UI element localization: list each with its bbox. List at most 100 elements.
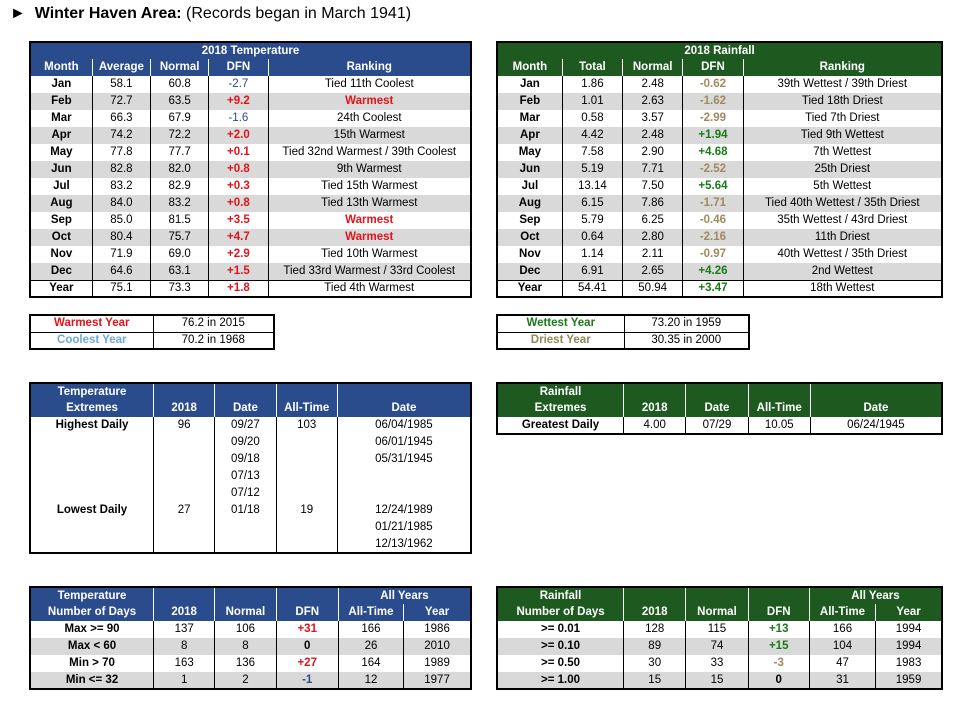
normal-value: 15 — [685, 672, 749, 689]
date-2018: 01/18 — [214, 502, 277, 519]
normal-cell: 6.25 — [622, 212, 683, 229]
temp-days-h7: Year — [403, 604, 471, 621]
ranking-cell: 11th Driest — [742, 229, 942, 246]
header-normal: Normal — [622, 59, 683, 76]
ranking-cell: 9th Warmest — [267, 161, 471, 178]
month-cell: Apr — [30, 127, 93, 144]
table-row: Max < 60 8 8 0 26 2010 — [30, 638, 471, 655]
extreme-label — [30, 451, 154, 468]
dfn-cell: +1.94 — [682, 127, 744, 144]
dfn-value: +27 — [275, 655, 339, 672]
table-row: Sep 5.79 6.25 -0.46 35th Wettest / 43rd Drie… — [497, 212, 942, 229]
normal-cell: 81.5 — [150, 212, 209, 229]
temp-table-caption: 2018 Temperature — [201, 44, 300, 57]
rain-days-h5: DFN — [747, 604, 810, 621]
dfn-cell: -1.62 — [682, 93, 744, 110]
total-cell: 0.58 — [561, 110, 623, 127]
table-row: Aug 6.15 7.86 -1.71 Tied 40th Wettest / 35th… — [497, 195, 942, 212]
ranking-cell: 35th Wettest / 43rd Driest — [742, 212, 942, 229]
dfn-value: -3 — [747, 655, 810, 672]
average-cell: 80.4 — [91, 229, 151, 246]
ranking-cell: 24th Coolest — [267, 110, 471, 127]
alltime-value: 31 — [808, 672, 876, 689]
month-cell: Sep — [519, 214, 541, 226]
ranking-cell: Tied 9th Wettest — [742, 127, 942, 144]
month-cell: Aug — [30, 195, 93, 212]
normal-cell: 72.2 — [150, 127, 209, 144]
value-2018 — [153, 485, 215, 502]
table-row: Mar 0.58 3.57 -2.99 Tied 7th Driest — [497, 110, 942, 127]
normal-cell: 82.0 — [150, 161, 209, 178]
normal-value: 136 — [214, 655, 277, 672]
dfn-cell: -1.71 — [682, 195, 744, 212]
dfn-cell: +3.5 — [208, 212, 269, 229]
month-cell: Dec — [497, 263, 563, 280]
date-2018: 09/27 — [214, 417, 277, 434]
alltime-value: 103 — [275, 417, 338, 434]
ranking-cell: Tied 33rd Warmest / 33rd Coolest — [267, 263, 471, 280]
alltime-date: 05/31/1945 — [336, 451, 471, 468]
ranking-cell: 7th Wettest — [742, 144, 942, 161]
alltime-date: 12/24/1989 — [336, 502, 471, 519]
alltime-value — [275, 485, 338, 502]
alltime-date: 06/01/1945 — [336, 434, 471, 451]
ranking-cell: Tied 4th Warmest — [267, 279, 471, 297]
month-cell: Jul — [521, 180, 539, 192]
table-row: Nov 1.14 2.11 -0.97 40th Wettest / 35th Drie… — [497, 246, 942, 263]
extreme-label — [30, 434, 154, 451]
alltime-value: 166 — [337, 621, 404, 638]
rain-days-h2: Number of Days — [516, 606, 605, 618]
criteria-label: >= 0.50 — [541, 657, 581, 669]
driest-year-label: Driest Year — [497, 331, 624, 349]
dfn-cell: -0.97 — [682, 246, 744, 263]
temp-days-all-years: All Years — [337, 587, 471, 604]
table-row: 12/13/1962 — [30, 536, 471, 553]
normal-cell: 60.8 — [150, 76, 209, 93]
table-row: Jul 13.14 7.50 +5.64 5th Wettest — [497, 178, 942, 195]
ranking-cell: Warmest — [267, 212, 471, 229]
value-2018 — [153, 451, 215, 468]
table-row: Max >= 90 137 106 +31 166 1986 — [30, 621, 471, 638]
total-cell: 6.91 — [561, 263, 623, 280]
average-cell: 85.0 — [91, 212, 151, 229]
table-row: 07/12 — [30, 485, 471, 502]
table-row: Aug 84.0 83.2 +0.8 Tied 13th Warmest — [30, 195, 471, 212]
table-row: Oct 80.4 75.7 +4.7 Warmest — [30, 229, 471, 246]
average-cell: 75.1 — [91, 279, 151, 297]
date-2018: 09/20 — [214, 434, 277, 451]
temp-ext-h3: 2018 — [153, 400, 215, 417]
alltime-value: 164 — [337, 655, 404, 672]
table-row: Oct 0.64 2.80 -2.16 11th Driest — [497, 229, 942, 246]
criteria-label: >= 0.01 — [541, 623, 581, 635]
average-cell: 64.6 — [91, 263, 151, 280]
month-cell: Jan — [519, 78, 540, 90]
alltime-date: 06/04/1985 — [336, 417, 471, 434]
normal-cell: 82.9 — [150, 178, 209, 195]
criteria-label: Max < 60 — [30, 638, 154, 655]
page-title: ► Winter Haven Area: (Records began in M… — [10, 5, 411, 23]
dfn-cell: +4.7 — [208, 229, 269, 246]
alltime-value — [275, 536, 338, 553]
value-2018: 8 — [153, 638, 215, 655]
header-normal: Normal — [150, 59, 209, 76]
date-2018: 07/13 — [214, 468, 277, 485]
value-2018 — [153, 536, 215, 553]
temp-ext-h6: Date — [336, 400, 471, 417]
date-2018: 09/18 — [214, 451, 277, 468]
total-cell: 5.79 — [561, 212, 623, 229]
normal-value: 115 — [685, 621, 749, 638]
ranking-cell: 39th Wettest / 39th Driest — [742, 76, 942, 93]
total-cell: 4.42 — [561, 127, 623, 144]
dfn-cell: +0.3 — [208, 178, 269, 195]
rain-ext-h4: Date — [685, 400, 749, 417]
total-cell: 0.64 — [561, 229, 623, 246]
temp-days-h3: 2018 — [153, 604, 215, 621]
normal-cell: 77.7 — [150, 144, 209, 161]
table-row: Jul 83.2 82.9 +0.3 Tied 15th Warmest — [30, 178, 471, 195]
table-row: Sep 85.0 81.5 +3.5 Warmest — [30, 212, 471, 229]
alltime-date — [336, 485, 471, 502]
month-cell: Apr — [497, 127, 563, 144]
month-cell: Year — [497, 279, 563, 297]
average-cell: 84.0 — [91, 195, 151, 212]
wettest-year-value: 73.20 in 1959 — [623, 315, 749, 332]
